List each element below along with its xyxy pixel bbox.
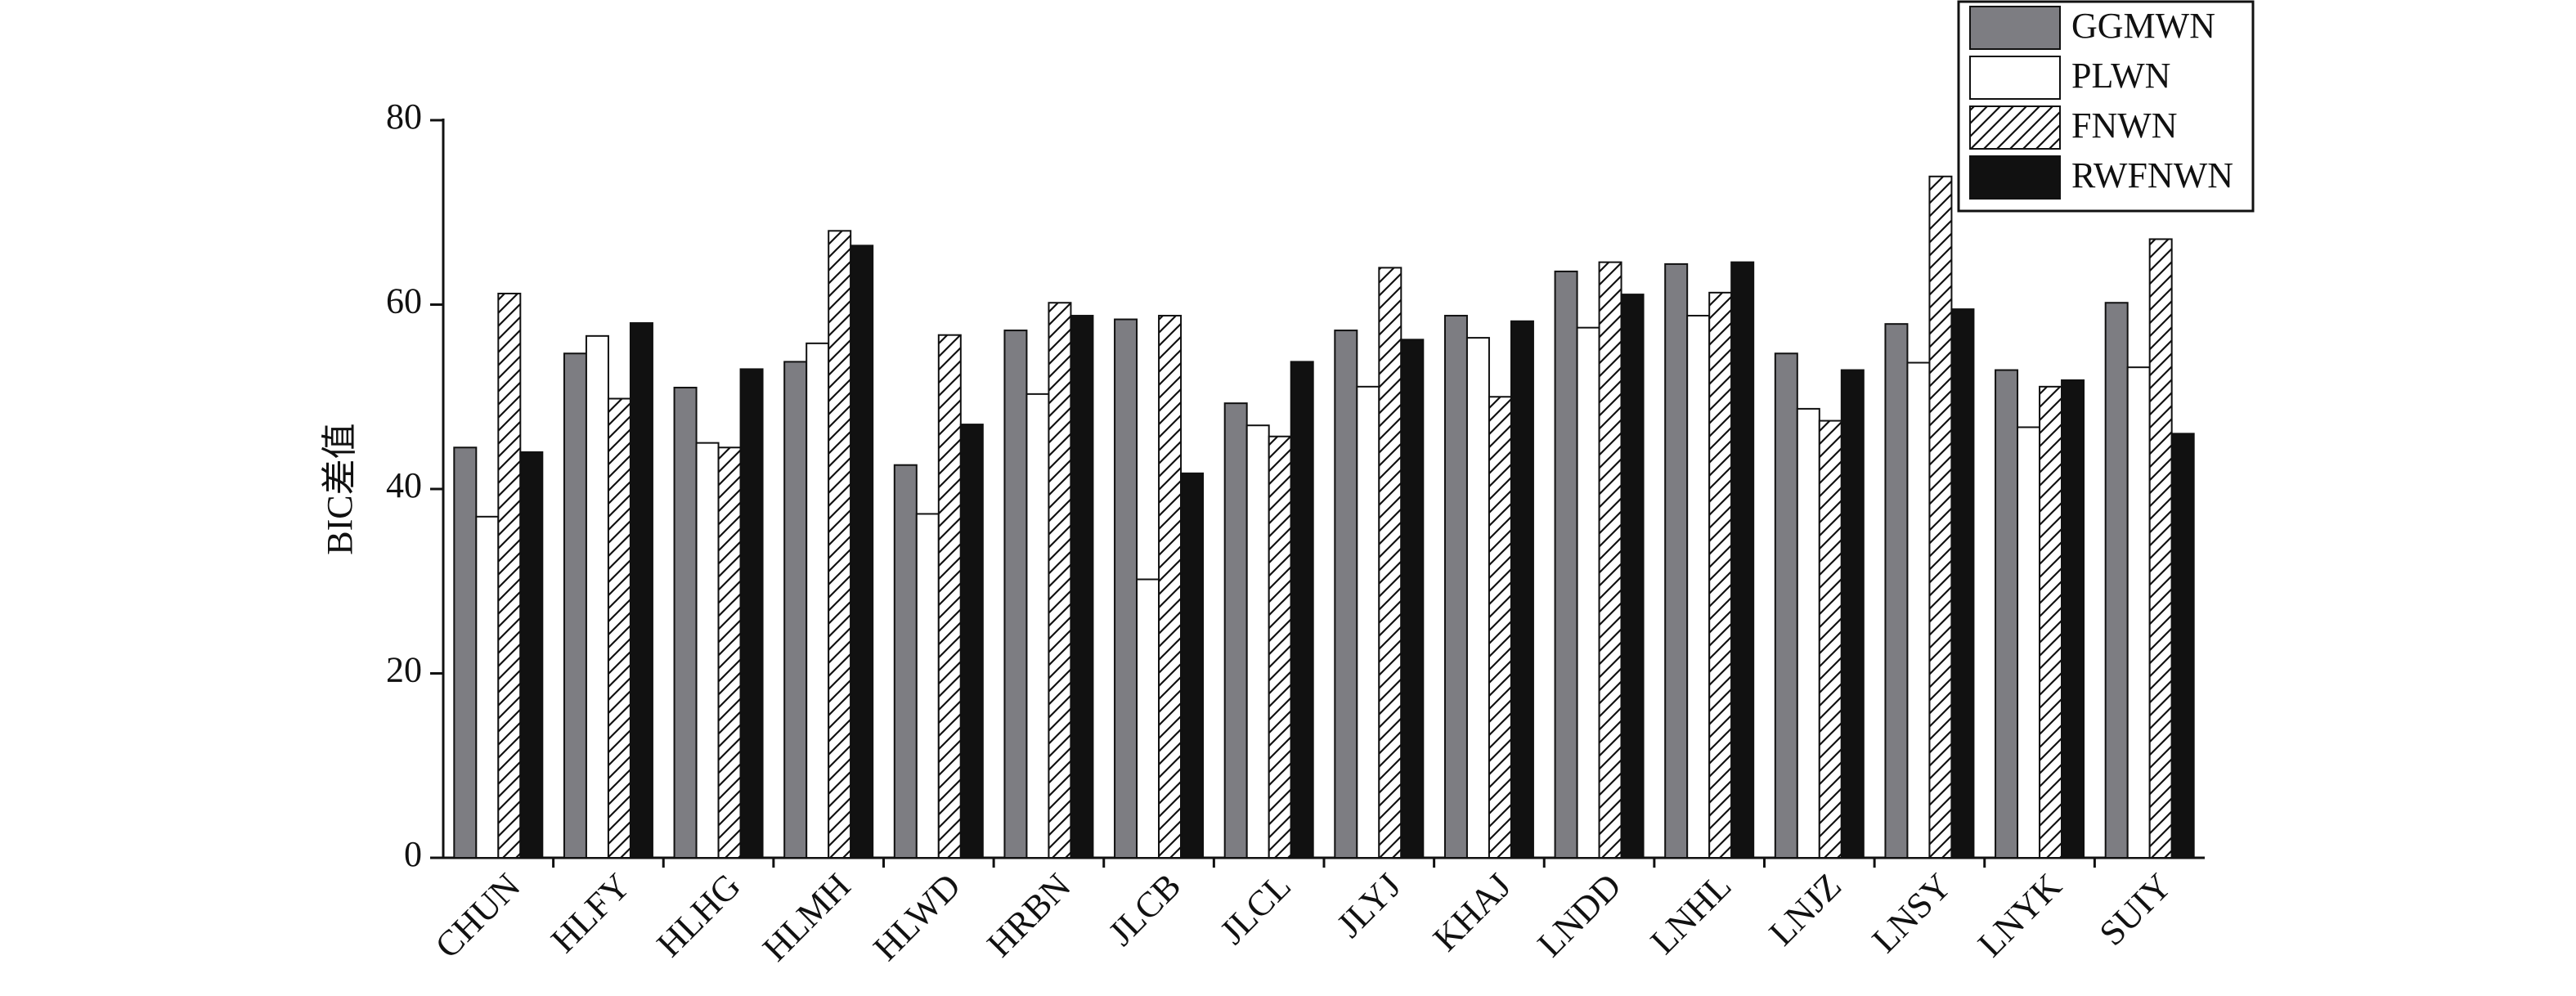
bar	[1774, 352, 1798, 859]
x-tick-label: HLFY	[543, 866, 638, 961]
bar	[937, 334, 962, 859]
bar	[2148, 238, 2173, 859]
bar	[673, 386, 698, 859]
bar	[1576, 326, 1600, 859]
legend-label: RWFNWN	[2071, 155, 2233, 195]
bar	[1136, 578, 1160, 859]
bar	[1245, 424, 1270, 859]
legend-label: GGMWN	[2071, 6, 2215, 46]
bar	[1554, 270, 1578, 859]
bar	[1334, 330, 1358, 859]
bar	[739, 368, 764, 859]
x-tick-label: CHUN	[428, 866, 528, 967]
bar	[1598, 261, 1622, 859]
bar	[1730, 261, 1755, 859]
bar	[1928, 175, 1953, 859]
bar	[1465, 337, 1490, 859]
bar	[828, 230, 852, 859]
legend-swatch	[1969, 56, 2061, 100]
x-tick-label: HLMH	[755, 866, 858, 969]
bar	[1114, 318, 1138, 859]
x-tick-label: JLCL	[1212, 866, 1299, 953]
x-tick-label: HRBN	[980, 866, 1079, 965]
bar	[1488, 396, 1512, 859]
bar	[453, 446, 478, 859]
y-axis-label: BIC差值	[320, 423, 360, 554]
bar	[1223, 402, 1248, 859]
legend-swatch	[1969, 6, 2061, 50]
legend-swatch	[1969, 155, 2061, 200]
bar	[1048, 302, 1072, 859]
y-tick-label: 80	[386, 96, 422, 137]
bar	[915, 513, 940, 859]
bar	[1290, 361, 1314, 859]
legend-label: PLWN	[2071, 56, 2170, 96]
bar	[629, 322, 653, 859]
x-tick-label: KHAJ	[1425, 866, 1519, 959]
bar	[2126, 366, 2151, 859]
bar	[1686, 315, 1711, 859]
bar	[1378, 267, 1402, 859]
x-tick-label: LNJZ	[1761, 866, 1849, 953]
bar	[1158, 315, 1183, 859]
y-tick-label: 60	[386, 281, 422, 321]
bar	[1356, 385, 1380, 859]
bar	[1070, 315, 1094, 859]
bar	[1840, 369, 1865, 859]
y-tick-label: 40	[386, 465, 422, 505]
legend-label: FNWN	[2071, 105, 2178, 146]
x-tick-label: LNDD	[1530, 866, 1629, 965]
bar	[1818, 419, 1842, 859]
bar	[1906, 361, 1931, 859]
bar	[563, 352, 587, 859]
bar	[1950, 308, 1975, 859]
bar	[1400, 339, 1425, 859]
x-tick-label: SUIY	[2092, 866, 2179, 953]
bar	[497, 292, 522, 859]
x-tick-label: JLYJ	[1329, 866, 1408, 945]
x-tick-label: LNYK	[1970, 865, 2069, 964]
bar	[1796, 407, 1820, 859]
bar	[475, 515, 500, 859]
y-tick-label: 20	[386, 650, 422, 690]
x-tick-label: HLWD	[865, 866, 968, 969]
bar	[850, 245, 874, 859]
bar	[1443, 315, 1468, 859]
bar	[2039, 385, 2063, 859]
bar	[1995, 369, 2019, 859]
bar	[607, 397, 631, 859]
x-tick-label: LNSY	[1865, 866, 1959, 961]
bar	[1180, 472, 1205, 859]
bar	[1025, 393, 1050, 859]
bar	[959, 424, 984, 859]
y-tick-label: 0	[404, 834, 422, 874]
bar	[1708, 291, 1733, 859]
bar	[1664, 262, 1689, 859]
legend-swatch	[1969, 105, 2061, 150]
bar	[783, 361, 808, 859]
bar	[585, 334, 609, 859]
bar	[2104, 302, 2129, 859]
x-tick-label: HLHG	[649, 866, 748, 965]
bar	[1884, 323, 1909, 859]
x-tick-label: LNHL	[1643, 866, 1739, 962]
bar	[1268, 435, 1292, 859]
x-tick-label: JLCB	[1101, 866, 1188, 953]
bar	[695, 442, 720, 859]
bar	[2061, 379, 2085, 859]
bar	[1620, 294, 1645, 859]
bar	[893, 464, 918, 859]
bar	[2017, 426, 2041, 859]
bar	[1003, 330, 1028, 859]
bar	[519, 451, 544, 859]
bar	[806, 342, 830, 859]
bar	[2170, 433, 2195, 859]
bar	[717, 446, 742, 859]
bar	[1510, 320, 1534, 859]
